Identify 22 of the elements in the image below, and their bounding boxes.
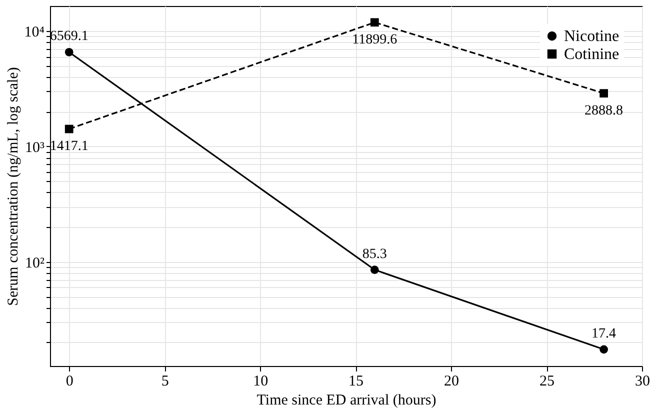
x-tick-label: 30 xyxy=(635,374,650,390)
x-tick-label: 20 xyxy=(444,374,460,390)
y-tick-label: 10² xyxy=(25,255,45,272)
data-label: 1417.1 xyxy=(50,138,88,154)
x-axis-title: Time since ED arrival (hours) xyxy=(256,392,436,408)
legend-label: Nicotine xyxy=(564,28,620,45)
y-tick-label: 10⁴ xyxy=(24,24,44,41)
x-tick-label: 15 xyxy=(348,374,364,390)
point xyxy=(600,89,608,98)
x-tick-label: 5 xyxy=(161,374,169,390)
x-tick-label: 25 xyxy=(540,374,555,390)
data-label: 2888.8 xyxy=(584,103,624,118)
y-axis-title: Serum concentration (ng/mL, log scale) xyxy=(5,67,22,306)
data-label: 85.3 xyxy=(362,246,387,262)
x-tick-label: 0 xyxy=(66,374,74,390)
point xyxy=(370,18,379,27)
y-tick-label: 10³ xyxy=(25,140,45,156)
x-tick-label: 10 xyxy=(253,374,268,390)
data-label: 17.4 xyxy=(592,326,616,342)
data-label: 6569.1 xyxy=(50,29,88,44)
legend-label: Cotinine xyxy=(564,46,620,63)
data-label: 11899.6 xyxy=(352,32,398,48)
